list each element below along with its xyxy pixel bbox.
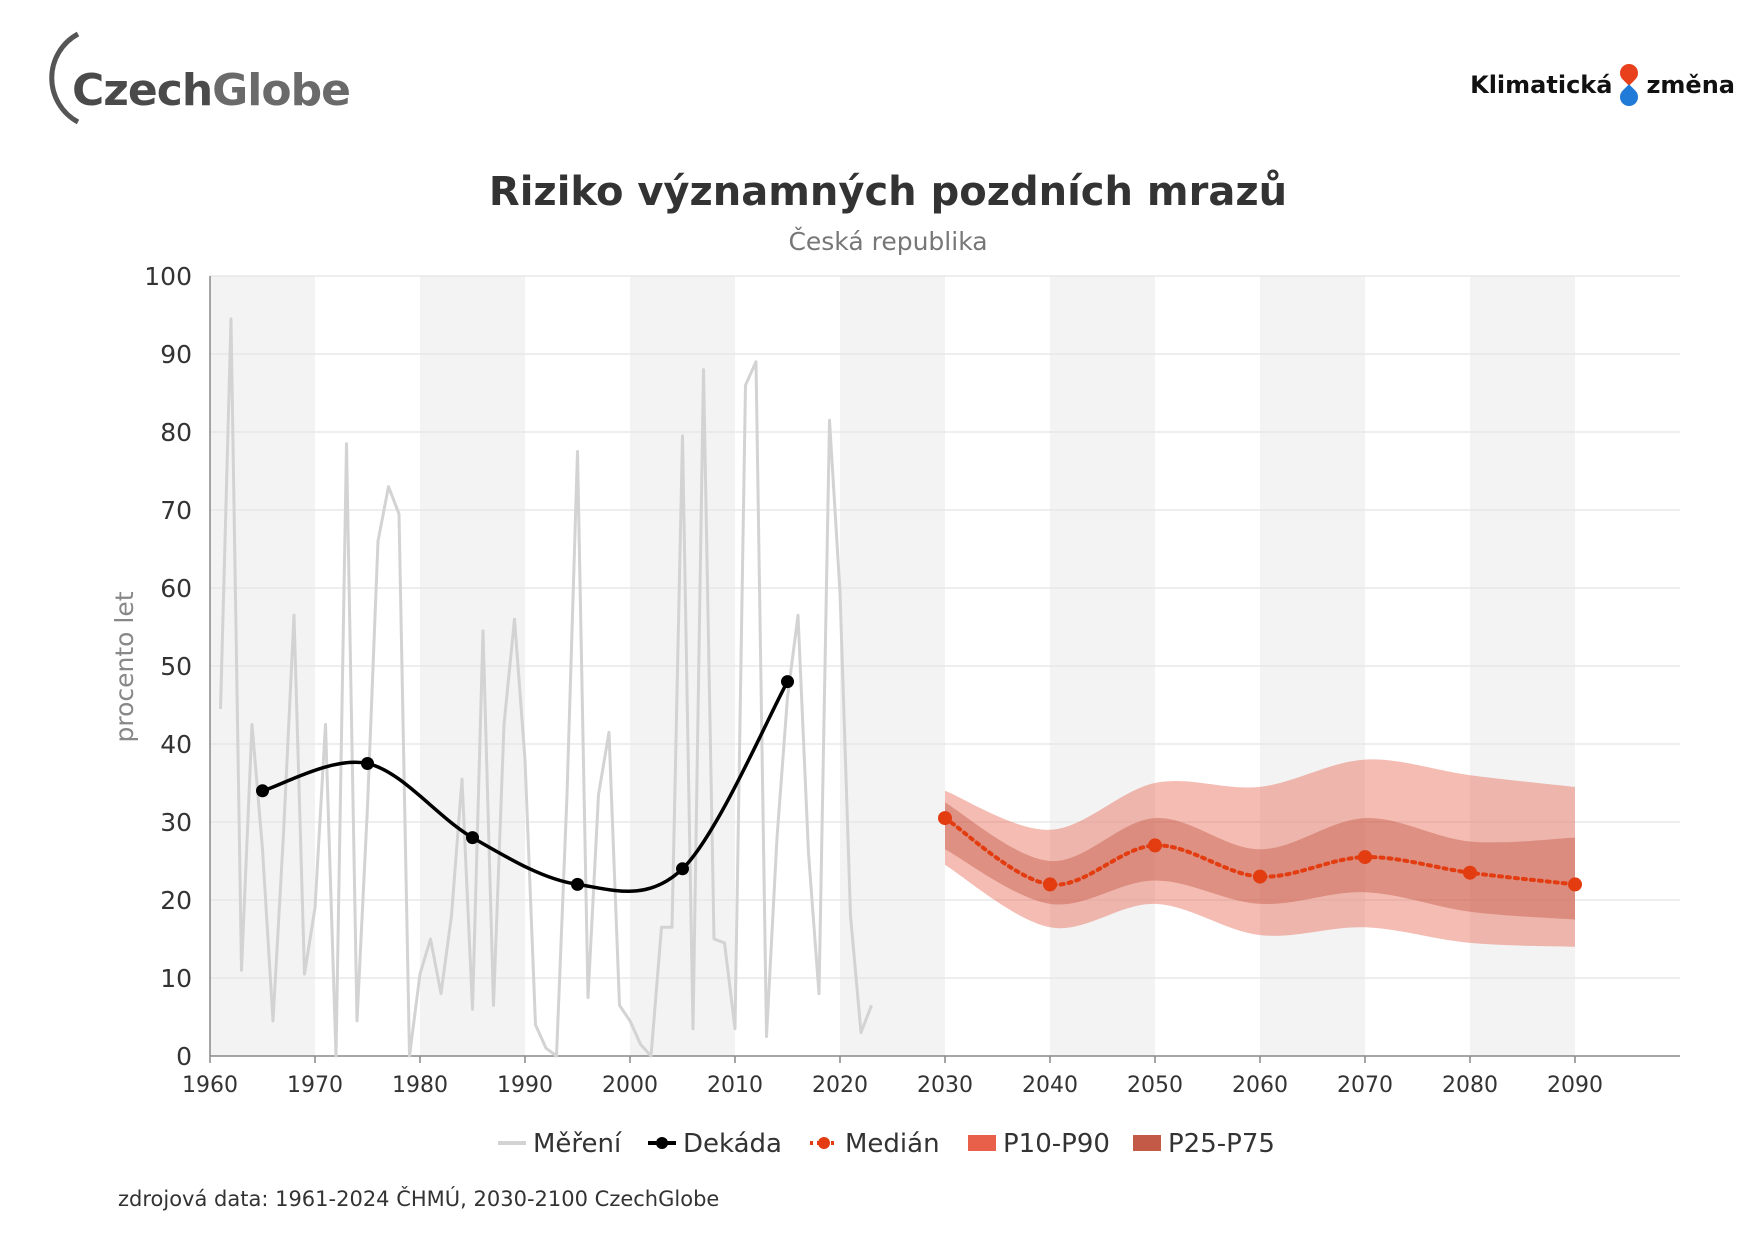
legend-swatch-p10-p90: [968, 1135, 996, 1151]
decade-point: [571, 877, 584, 891]
y-tick-label: 70: [160, 496, 192, 525]
y-tick-label: 0: [176, 1042, 192, 1071]
x-tick-label: 2090: [1547, 1073, 1603, 1098]
x-tick-label: 2010: [707, 1073, 763, 1098]
median-point: [938, 811, 952, 826]
legend-label-p10-p90: P10-P90: [1003, 1129, 1110, 1159]
x-tick-label: 1960: [182, 1073, 238, 1098]
y-tick-label: 40: [160, 730, 192, 759]
y-tick-label: 100: [144, 262, 192, 291]
y-tick-label: 50: [160, 652, 192, 681]
x-tick-label: 2040: [1022, 1073, 1078, 1098]
y-axis-label: procento let: [110, 591, 139, 742]
y-tick-label: 60: [160, 574, 192, 603]
decade-point: [361, 757, 374, 770]
x-tick-label: 2080: [1442, 1073, 1498, 1098]
chart-title: Riziko významných pozdních mrazů: [489, 168, 1287, 215]
logo-klimaticka: Klimatická: [1470, 71, 1613, 99]
czechglobe-logo: CzechGlobe: [30, 30, 351, 140]
legend-marker-decade: [656, 1137, 668, 1149]
y-tick-label: 10: [160, 964, 192, 993]
median-point: [1568, 877, 1582, 892]
x-tick-label: 2050: [1127, 1073, 1183, 1098]
median-point: [1043, 877, 1057, 892]
logo-zmena: změna: [1646, 71, 1735, 99]
x-tick-label: 2060: [1232, 1073, 1288, 1098]
czechglobe-wordmark: CzechGlobe: [72, 65, 351, 116]
x-tick-label: 1990: [497, 1073, 553, 1098]
y-tick-label: 30: [160, 808, 192, 837]
x-tick-label: 1970: [287, 1073, 343, 1098]
klimaticka-zmena-logo: Klimatická změna: [1470, 60, 1735, 110]
decade-point: [466, 831, 479, 845]
decade-point: [256, 784, 269, 798]
median-point: [1148, 838, 1162, 853]
x-tick-label: 1980: [392, 1073, 448, 1098]
czechglobe-arc-icon: [49, 31, 80, 125]
decade-point: [781, 675, 794, 689]
legend-label-decade: Dekáda: [683, 1129, 782, 1159]
x-tick-label: 2030: [917, 1073, 973, 1098]
chart-subtitle: Česká republika: [788, 226, 987, 256]
median-point: [1253, 869, 1267, 884]
x-tick-label: 2000: [602, 1073, 658, 1098]
band-p10-p90: [945, 759, 1575, 947]
logo-czech: Czech: [72, 65, 213, 116]
source-note: zdrojová data: 1961-2024 ČHMÚ, 2030-2100…: [118, 1187, 720, 1211]
legend-label-measurement: Měření: [533, 1129, 622, 1159]
legend-label-p25-p75: P25-P75: [1168, 1129, 1275, 1159]
y-tick-label: 20: [160, 886, 192, 915]
legend-marker-median: [818, 1137, 830, 1149]
x-tick-label: 2070: [1337, 1073, 1393, 1098]
legend-swatch-p25-p75: [1133, 1135, 1161, 1151]
legend-label-median: Medián: [845, 1129, 940, 1159]
decade-point: [676, 862, 689, 876]
logo-globe: Globe: [212, 65, 351, 116]
legend: Měření Dekáda Medián P10-P90 P25-P75: [498, 1129, 1275, 1159]
x-tick-label: 2020: [812, 1073, 868, 1098]
median-point: [1358, 850, 1372, 865]
band-p25-p75: [945, 802, 1575, 920]
measurement-line: [219, 317, 873, 1058]
median-point: [1463, 865, 1477, 880]
y-tick-label: 90: [160, 340, 192, 369]
y-tick-label: 80: [160, 418, 192, 447]
